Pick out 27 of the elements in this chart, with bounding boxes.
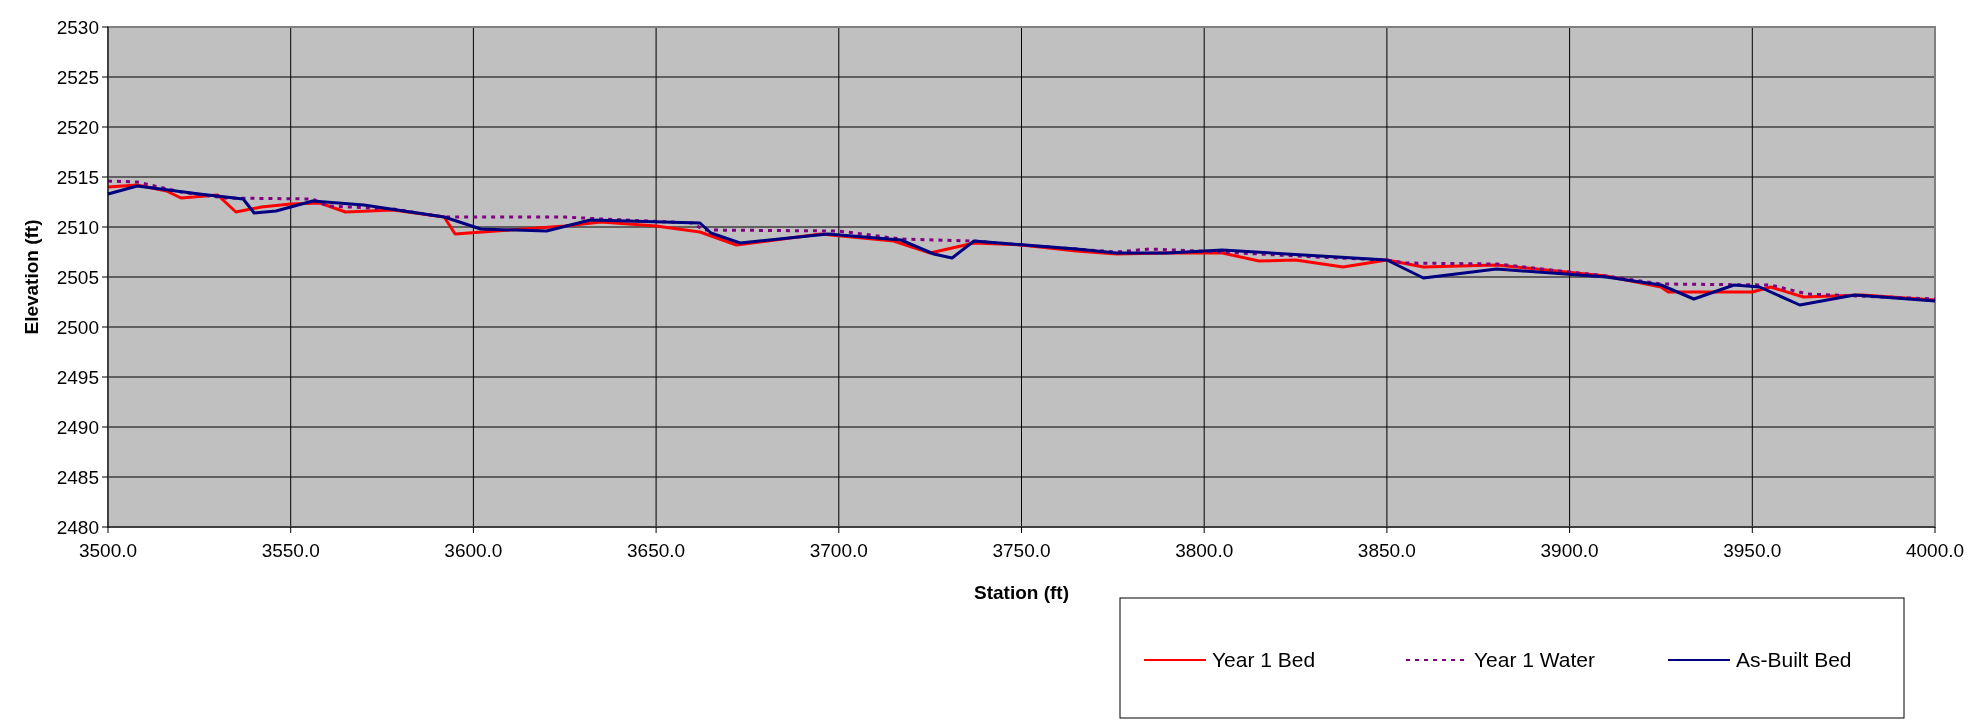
x-tick-label: 3650.0 xyxy=(627,540,686,561)
y-tick-label: 2490 xyxy=(56,416,99,438)
y-tick-label: 2500 xyxy=(56,316,99,338)
x-tick-label: 3700.0 xyxy=(809,540,868,561)
x-tick-label: 4000.0 xyxy=(1905,540,1965,561)
x-tick-label: 3800.0 xyxy=(1175,540,1234,561)
y-tick-label: 2515 xyxy=(56,166,99,188)
y-tick-label: 2480 xyxy=(56,516,99,538)
y-tick-label: 2520 xyxy=(56,116,99,138)
x-axis-title: Station (ft) xyxy=(974,582,1069,603)
y-tick-label: 2530 xyxy=(56,16,99,38)
x-tick-label: 3750.0 xyxy=(992,540,1051,561)
y-tick-label: 2485 xyxy=(56,466,99,488)
y-tick-label: 2525 xyxy=(56,66,99,88)
x-tick-label: 3900.0 xyxy=(1540,540,1599,561)
legend-label: Year 1 Water xyxy=(1474,648,1596,672)
x-tick-label: 3550.0 xyxy=(261,540,320,561)
y-tick-label: 2510 xyxy=(56,216,99,238)
legend-label: Year 1 Bed xyxy=(1212,648,1316,672)
y-tick-label: 2495 xyxy=(56,366,99,388)
y-tick-label: 2505 xyxy=(56,266,99,288)
x-tick-label: 3500.0 xyxy=(78,540,138,561)
x-tick-label: 3600.0 xyxy=(444,540,503,561)
x-tick-label: 3950.0 xyxy=(1723,540,1782,561)
legend-label: As-Built Bed xyxy=(1736,648,1852,672)
y-axis-title: Elevation (ft) xyxy=(21,219,42,335)
x-tick-label: 3850.0 xyxy=(1357,540,1416,561)
